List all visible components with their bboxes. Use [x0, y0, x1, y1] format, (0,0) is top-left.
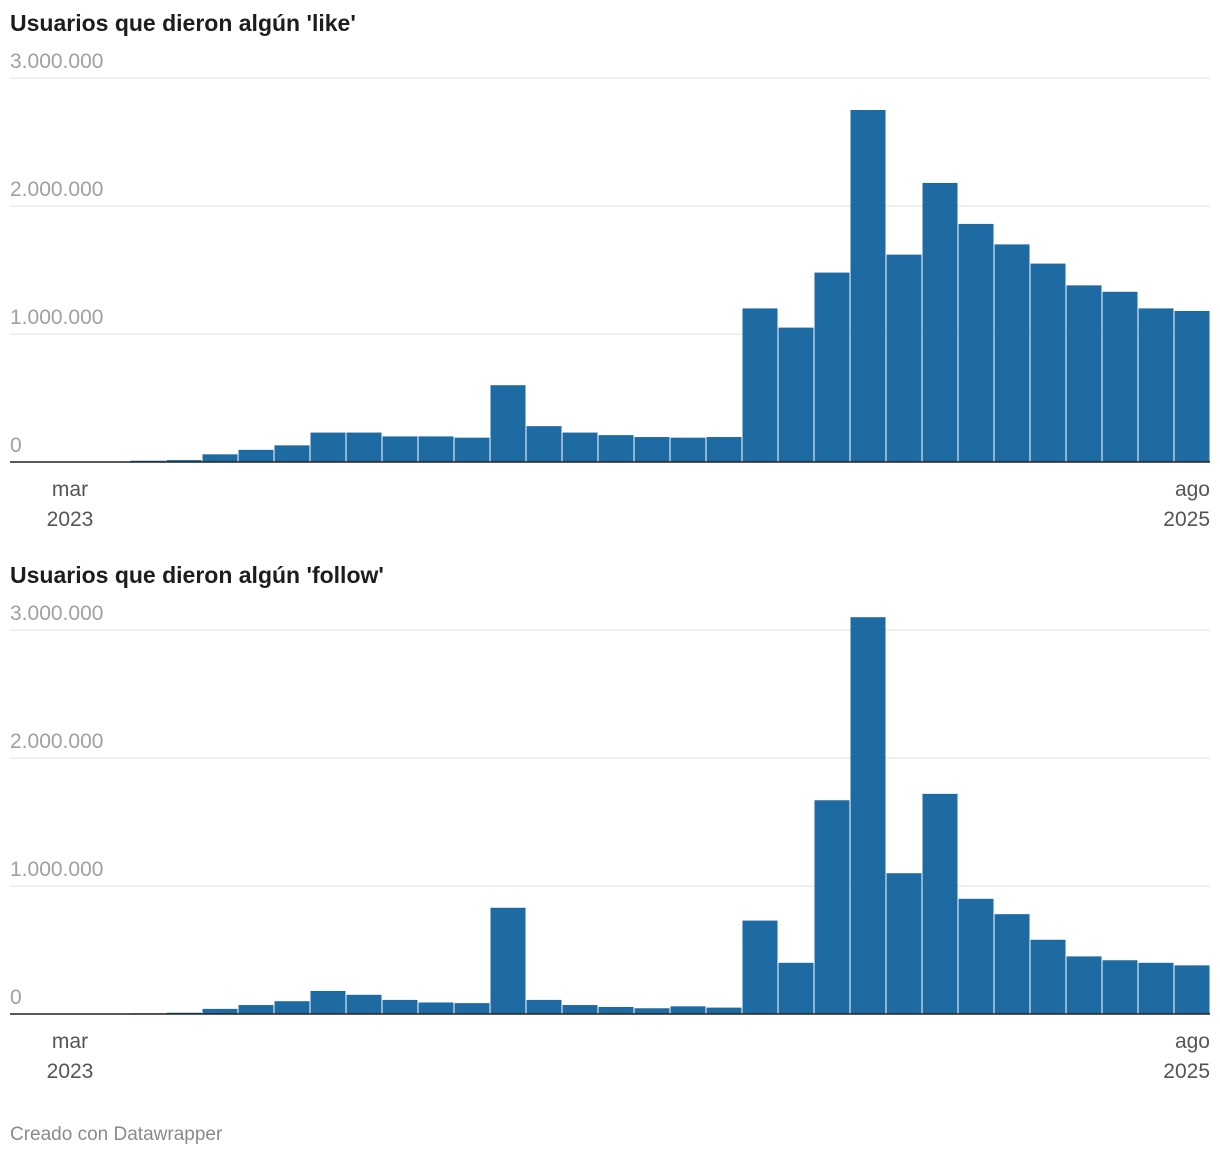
bar-2024-09	[778, 327, 814, 462]
bar-2024-09	[778, 962, 814, 1014]
bar-2025-01	[922, 793, 958, 1014]
bar-2024-03	[562, 432, 598, 462]
chart-title-like: Usuarios que dieron algún 'like'	[10, 10, 356, 36]
bar-2023-08	[310, 432, 346, 462]
bar-2024-07	[706, 1007, 742, 1014]
bar-2025-02	[958, 898, 994, 1014]
bar-2024-11	[850, 110, 886, 462]
chart-title-follow: Usuarios que dieron algún 'follow'	[10, 562, 384, 588]
bar-2024-08	[742, 308, 778, 462]
bar-2024-04	[598, 435, 634, 462]
y-tick-label-0: 0	[10, 434, 22, 457]
like-chart: 3.000.000 2.000.000 1.000.000 0 mar 2023…	[10, 50, 1210, 531]
bar-2024-05	[634, 1008, 670, 1014]
bar-2023-12	[454, 437, 490, 462]
y-tick-label-2m: 2.000.000	[10, 730, 103, 753]
y-tick-label-3m: 3.000.000	[10, 602, 103, 625]
bar-2025-06	[1102, 960, 1138, 1014]
bar-2024-01	[490, 385, 526, 462]
y-tick-label-2m: 2.000.000	[10, 178, 103, 201]
bar-2025-04	[1030, 263, 1066, 462]
bar-2025-04	[1030, 939, 1066, 1014]
x-tick-label-mar: mar	[52, 478, 88, 501]
bar-2023-05	[202, 1008, 238, 1014]
x-tick-label-mar: mar	[52, 1030, 88, 1053]
x-tick-label-ago: ago	[1175, 1030, 1210, 1053]
bar-2023-06	[238, 1005, 274, 1014]
bar-2024-06	[670, 1006, 706, 1014]
bar-2023-04	[166, 460, 202, 462]
bar-2024-05	[634, 437, 670, 462]
bar-2024-12	[886, 254, 922, 462]
bar-2023-08	[310, 990, 346, 1014]
bar-2023-06	[238, 449, 274, 462]
bar-2023-09	[346, 432, 382, 462]
footer-credit: Creado con Datawrapper	[10, 1124, 223, 1145]
y-gridlines	[10, 77, 1210, 335]
bar-2023-09	[346, 994, 382, 1014]
bar-2024-06	[670, 437, 706, 462]
y-tick-label-1m: 1.000.000	[10, 858, 103, 881]
bar-2024-10	[814, 800, 850, 1014]
bar-2025-05	[1066, 956, 1102, 1014]
bar-2025-03	[994, 914, 1030, 1014]
bar-2023-11	[418, 1002, 454, 1014]
bar-2025-07	[1138, 308, 1174, 462]
bar-2025-02	[958, 223, 994, 462]
bar-2024-03	[562, 1005, 598, 1014]
bar-2024-08	[742, 920, 778, 1014]
bar-2024-12	[886, 873, 922, 1014]
y-tick-label-3m: 3.000.000	[10, 50, 103, 73]
bar-2025-07	[1138, 962, 1174, 1014]
bar-2023-11	[418, 436, 454, 462]
y-tick-label-0: 0	[10, 986, 22, 1009]
bar-2025-06	[1102, 291, 1138, 462]
bar-2024-02	[526, 426, 562, 462]
bar-2024-10	[814, 272, 850, 462]
bar-2024-01	[490, 907, 526, 1014]
bar-2025-08	[1174, 310, 1210, 462]
follow-chart: 3.000.000 2.000.000 1.000.000 0 mar 2023…	[10, 602, 1210, 1083]
x-tick-label-2025: 2025	[1163, 1060, 1210, 1083]
bar-2025-03	[994, 244, 1030, 462]
y-tick-label-1m: 1.000.000	[10, 306, 103, 329]
bar-2024-04	[598, 1006, 634, 1014]
bar-2024-02	[526, 999, 562, 1014]
bar-2023-12	[454, 1003, 490, 1014]
bar-2023-10	[382, 436, 418, 462]
bar-2024-07	[706, 437, 742, 462]
x-tick-label-2023: 2023	[47, 508, 94, 531]
bar-2025-01	[922, 182, 958, 462]
bar-2023-07	[274, 1001, 310, 1014]
bar-2025-08	[1174, 965, 1210, 1014]
bars	[130, 110, 1210, 462]
bar-2025-05	[1066, 285, 1102, 462]
y-gridlines	[10, 629, 1210, 887]
x-tick-label-ago: ago	[1175, 478, 1210, 501]
bars	[130, 617, 1210, 1014]
bar-2023-07	[274, 445, 310, 462]
bar-2024-11	[850, 617, 886, 1014]
bar-2023-10	[382, 999, 418, 1014]
x-tick-label-2025: 2025	[1163, 508, 1210, 531]
bar-2023-05	[202, 454, 238, 462]
x-tick-label-2023: 2023	[47, 1060, 94, 1083]
